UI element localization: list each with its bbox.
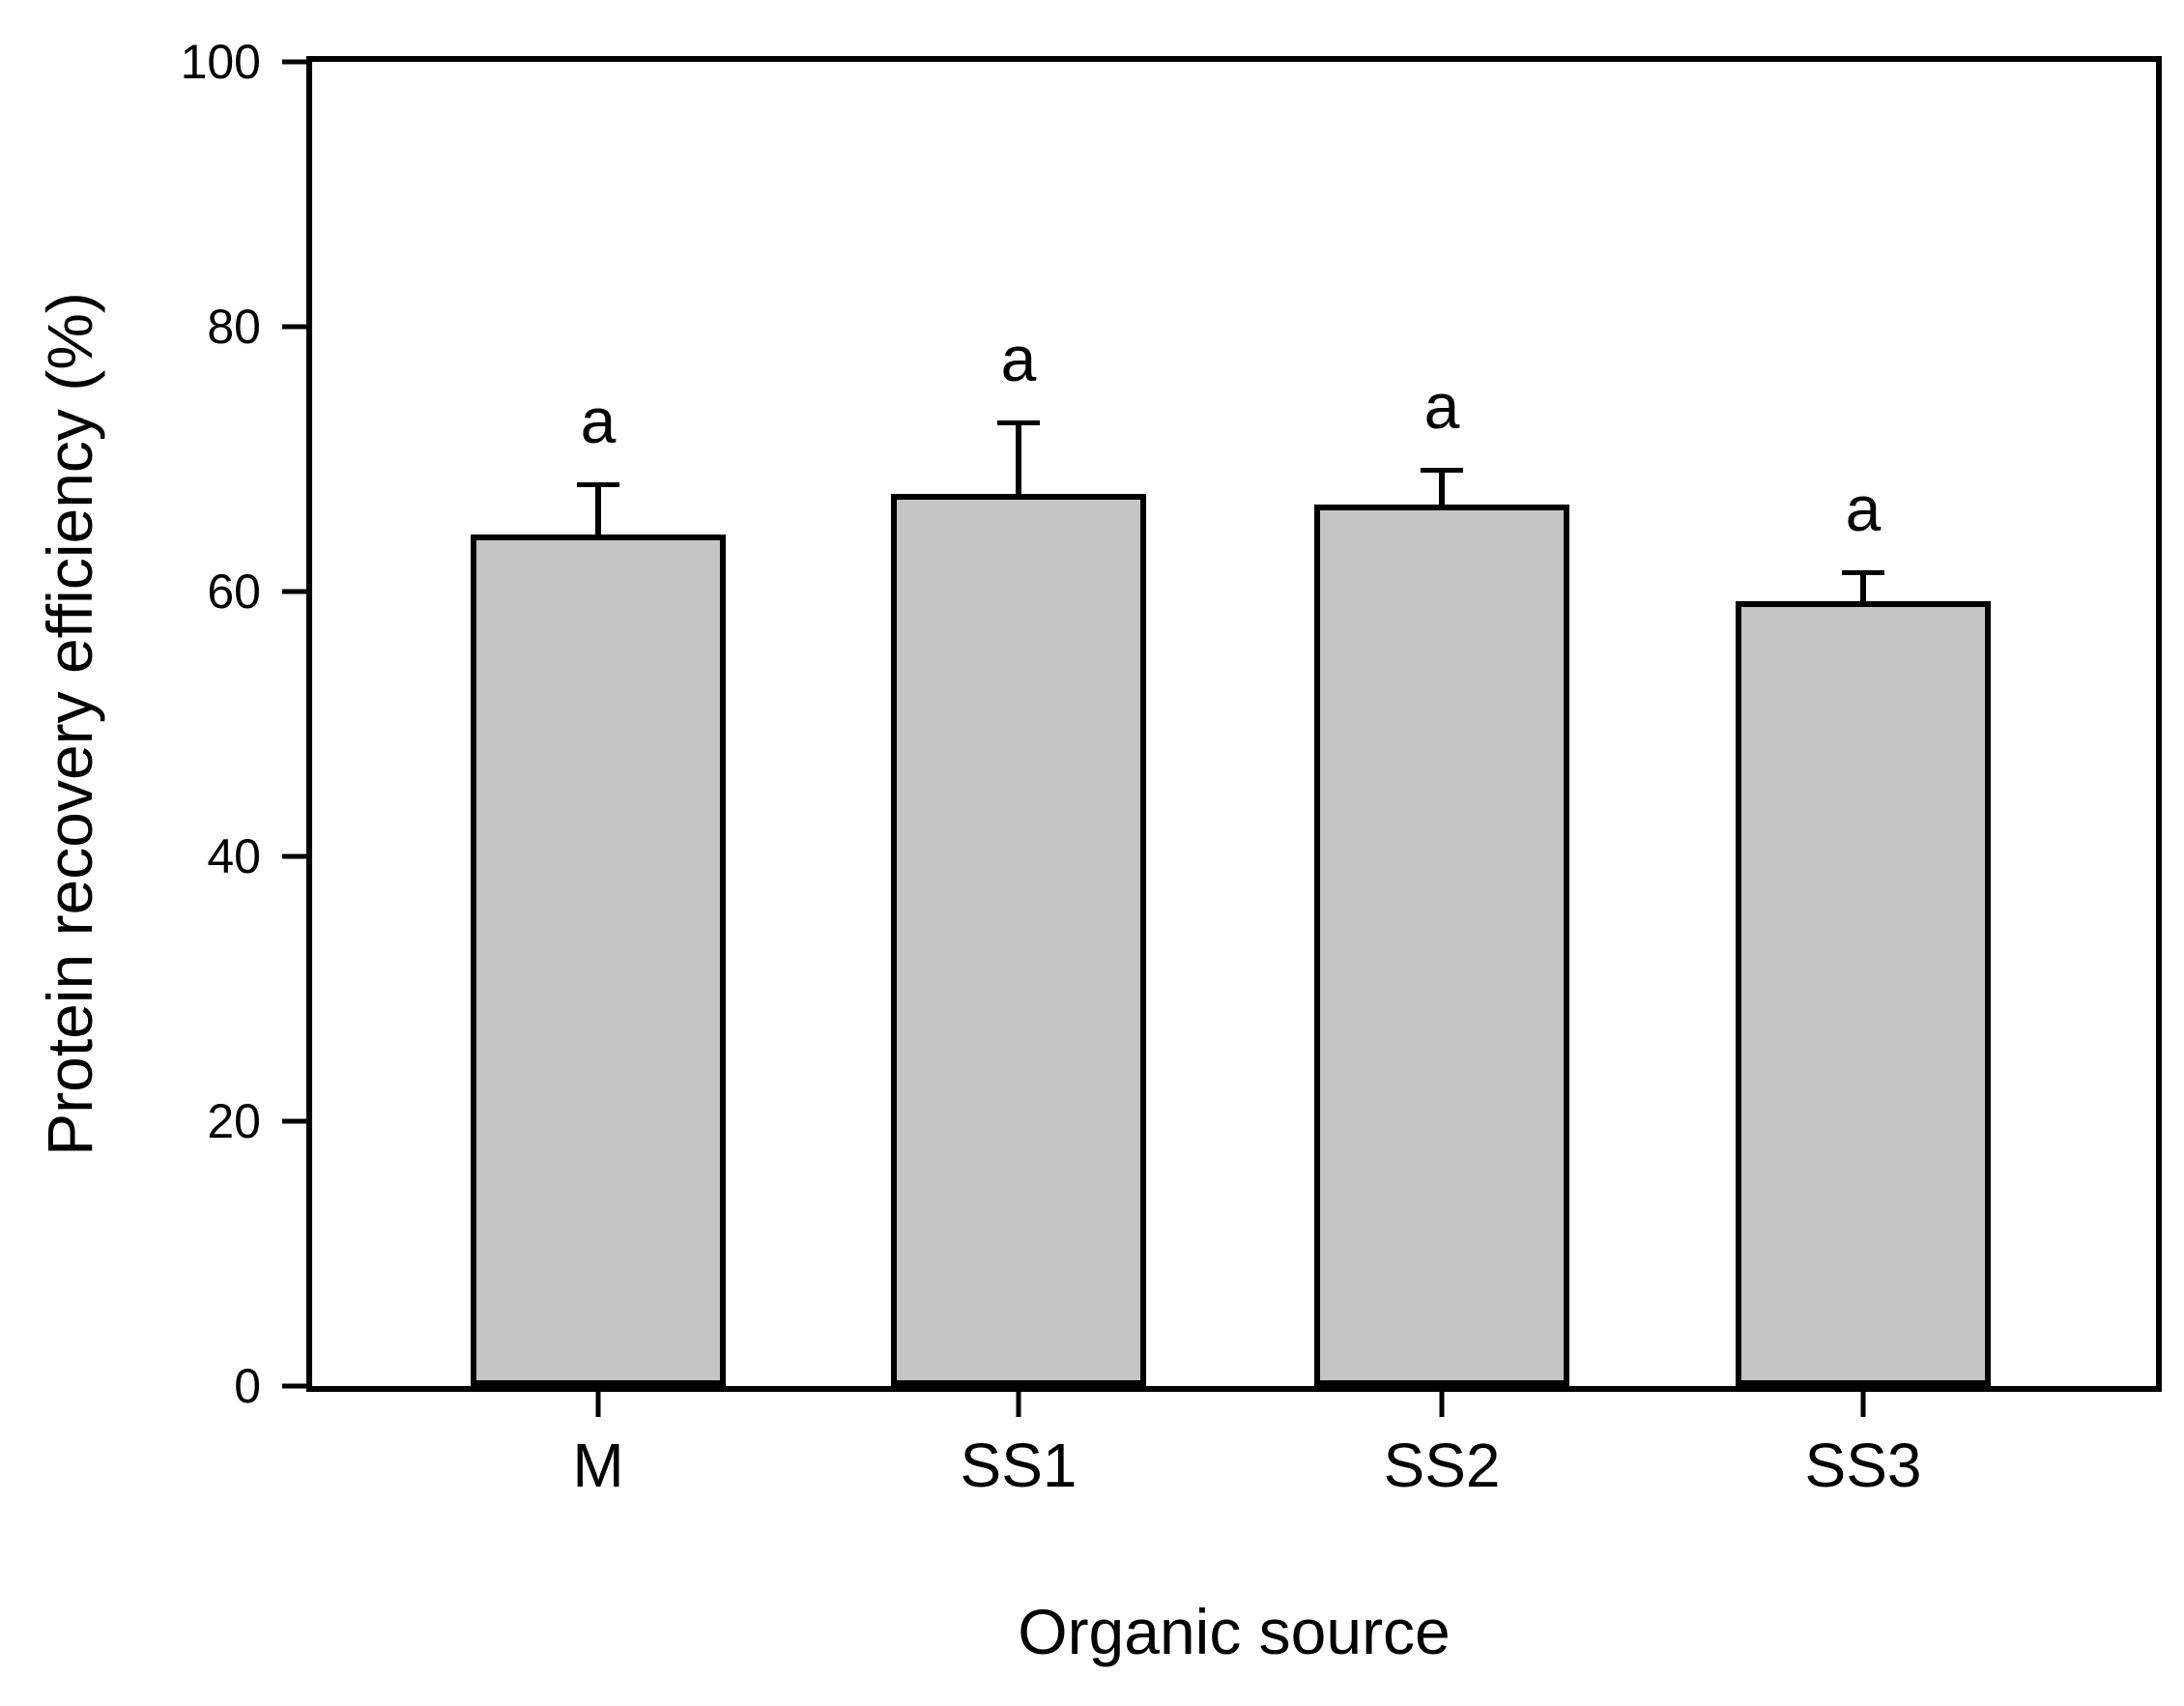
bar-SS1 <box>891 493 1146 1386</box>
x-tick-label-SS1: SS1 <box>960 1431 1078 1500</box>
y-tick-label: 100 <box>180 35 261 89</box>
bar-M <box>471 535 726 1386</box>
x-tick <box>1016 1392 1021 1417</box>
y-tick <box>282 1383 306 1389</box>
y-tick <box>282 589 306 594</box>
significance-letter: a <box>580 385 617 457</box>
x-tick-label-SS3: SS3 <box>1804 1431 1922 1500</box>
x-tick-label-SS2: SS2 <box>1383 1431 1501 1500</box>
significance-letter: a <box>1000 323 1037 395</box>
error-bar-cap <box>577 482 619 488</box>
x-tick <box>1860 1392 1866 1417</box>
y-tick-label: 80 <box>207 300 261 354</box>
x-tick <box>1439 1392 1445 1417</box>
y-tick-label: 0 <box>234 1359 261 1413</box>
y-tick <box>282 324 306 330</box>
y-tick <box>282 59 306 65</box>
significance-letter: a <box>1423 370 1460 443</box>
y-axis-title: Protein recovery efficiency (%) <box>34 292 105 1156</box>
significance-letter: a <box>1845 472 1882 544</box>
error-bar-line <box>1860 572 1866 601</box>
error-bar-cap <box>1421 468 1463 474</box>
y-tick-label: 20 <box>207 1094 261 1148</box>
x-axis-title: Organic source <box>1018 1596 1451 1667</box>
y-tick-label: 40 <box>207 829 261 883</box>
error-bar-line <box>1016 423 1021 494</box>
error-bar-line <box>1439 471 1445 505</box>
y-tick <box>282 853 306 859</box>
error-bar-line <box>595 485 601 535</box>
x-tick <box>595 1392 601 1417</box>
error-bar-cap <box>1842 569 1884 575</box>
bar-SS2 <box>1314 504 1569 1386</box>
bar-SS3 <box>1736 600 1991 1386</box>
y-tick <box>282 1118 306 1124</box>
error-bar-cap <box>997 420 1040 426</box>
y-tick-label: 60 <box>207 564 261 619</box>
x-tick-label-M: M <box>572 1431 624 1500</box>
